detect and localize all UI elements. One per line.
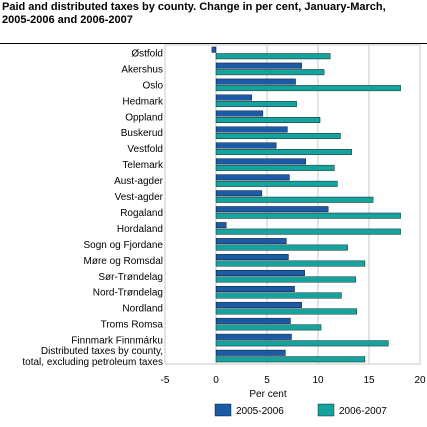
bar-2006-2007 (215, 340, 389, 347)
bar-2006-2007 (215, 117, 321, 123)
category-label: Distributed taxes by county, (41, 346, 163, 357)
bar-2005-2006 (215, 126, 288, 133)
category-label: Sogn og Fjordane (83, 240, 163, 251)
x-tick-label: -5 (161, 375, 170, 386)
bar-2006-2007 (215, 69, 325, 76)
bar-2006-2007 (215, 133, 341, 139)
category-label: Nord-Trøndelag (93, 288, 163, 299)
bar-2005-2006 (215, 190, 263, 197)
bar-2006-2007 (215, 308, 357, 315)
bar-2005-2006 (215, 110, 264, 117)
chart-title-line-2: 2005-2006 and 2006-2007 (2, 14, 133, 26)
x-tick-label: 15 (363, 375, 375, 386)
legend-label: 2006-2007 (339, 406, 387, 417)
bar-2006-2007 (215, 180, 338, 187)
bar-2006-2007 (215, 260, 366, 267)
bar-2005-2006 (215, 174, 290, 181)
bar-2005-2006 (215, 238, 287, 245)
bar-2006-2007 (215, 101, 297, 108)
bar-2005-2006 (215, 286, 295, 292)
bar-2005-2006 (215, 317, 291, 324)
legend: 2005-2006 2006-2007 (214, 403, 387, 417)
category-labels: Østfold Akershus Oslo Hedmark Oppland Buskeru… (22, 48, 164, 368)
bar-2006-2007 (215, 244, 348, 251)
bar-2005-2006 (215, 222, 227, 229)
category-label: Oslo (142, 80, 163, 91)
bar-2005-2006 (215, 270, 305, 276)
bar-2006-2007 (215, 292, 342, 299)
category-label: Møre og Romsdal (84, 256, 163, 267)
bar-2006-2007 (215, 356, 366, 363)
bar-2005-2006 (215, 254, 289, 261)
category-label: Hordaland (117, 224, 163, 235)
category-label: Troms Romsa (101, 320, 164, 331)
bar-2006-2007 (215, 212, 401, 219)
x-tick-labels: -5 0 5 10 15 20 (161, 375, 426, 386)
category-label: Vestfold (127, 144, 163, 155)
category-label: Rogaland (120, 208, 163, 219)
x-axis-label: Per cent (249, 389, 286, 400)
bar-2005-2006 (215, 94, 252, 101)
category-label: Nordland (122, 304, 163, 315)
bar-2005-2006 (215, 78, 296, 85)
category-label: Hedmark (122, 96, 164, 107)
bar-2005-2006 (215, 158, 306, 165)
category-label: Telemark (122, 160, 164, 171)
bar-2006-2007 (215, 228, 401, 235)
grid-lines (164, 44, 421, 365)
category-label: Oppland (125, 112, 163, 123)
bars (211, 46, 401, 363)
x-tick-label: 5 (264, 375, 270, 386)
bar-2006-2007 (215, 276, 356, 283)
category-label: Buskerud (121, 128, 163, 139)
bar-2006-2007 (215, 324, 322, 331)
x-tick-label: 0 (213, 375, 219, 386)
category-label: Akershus (121, 64, 163, 75)
bar-2005-2006 (215, 62, 302, 69)
bar-2005-2006 (215, 301, 302, 308)
title-divider (0, 43, 427, 44)
bar-2005-2006 (215, 333, 292, 340)
bar-2005-2006 (215, 142, 277, 149)
category-label: Østfold (131, 48, 163, 59)
category-label: Finnmark Finnmárku (71, 336, 163, 347)
chart-title-line-1: Paid and distributed taxes by county. Ch… (2, 1, 386, 13)
bar-2006-2007 (215, 148, 352, 155)
plot-frame (164, 44, 421, 365)
legend-label: 2005-2006 (236, 406, 284, 417)
bar-2005-2006 (215, 349, 286, 356)
bar-2006-2007 (215, 196, 374, 203)
bar-2006-2007 (215, 164, 335, 171)
x-tick-label: 20 (414, 375, 426, 386)
bar-2006-2007 (215, 85, 401, 92)
legend-swatch (317, 403, 335, 417)
category-label: Vest-agder (115, 192, 164, 203)
x-tick-label: 10 (312, 375, 324, 386)
bar-2005-2006 (215, 206, 329, 213)
bar-2006-2007 (215, 53, 331, 60)
chart-title: Paid and distributed taxes by county. Ch… (2, 1, 426, 27)
bar-2005-2006 (211, 46, 217, 53)
legend-swatch (214, 403, 232, 417)
category-label: Aust-agder (114, 176, 164, 187)
category-label: Sør-Trøndelag (98, 272, 163, 283)
category-label: total, excluding petroleum taxes (22, 357, 163, 368)
